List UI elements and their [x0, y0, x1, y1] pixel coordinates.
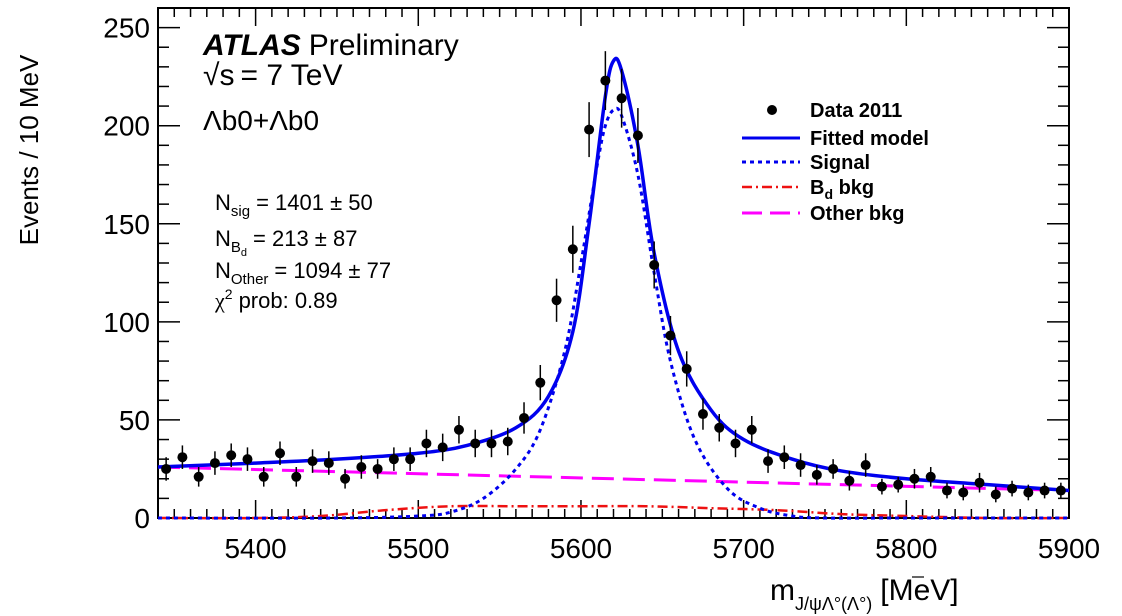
- x-tick-label: 5700: [712, 533, 774, 564]
- y-axis-label: Events / 10 MeV: [14, 54, 44, 245]
- data-point: [372, 463, 383, 474]
- y-tick-label: 0: [134, 503, 150, 534]
- data-point: [909, 473, 920, 484]
- data-point: [405, 454, 416, 465]
- data-point: [616, 93, 627, 104]
- data-point: [226, 450, 237, 461]
- data-point: [388, 454, 399, 465]
- data-point: [453, 424, 464, 435]
- data-point: [893, 479, 904, 490]
- data-point: [551, 295, 562, 306]
- data-point: [258, 471, 269, 482]
- data-point: [1007, 483, 1018, 494]
- fit-curves: [157, 56, 1070, 520]
- legend-marker-data: [767, 105, 777, 115]
- data-point: [779, 452, 790, 463]
- data-point: [307, 456, 318, 467]
- chi2-label: χ2 prob: 0.89: [214, 286, 338, 313]
- nsig-label: Nsig = 1401 ± 50: [215, 190, 373, 220]
- x-tick-label: 5800: [875, 533, 937, 564]
- axis-ticks: 5400 5500 5600 5700 5800 5900 0 50 100 150 200 250: [103, 7, 1100, 564]
- legend-label-bd: Bd bkg: [810, 177, 874, 202]
- data-point: [340, 473, 351, 484]
- data-point: [1055, 485, 1066, 496]
- y-tick-label: 150: [103, 209, 150, 240]
- x-tick-label: 5500: [387, 533, 449, 564]
- x-tick-label: 5600: [550, 533, 612, 564]
- data-point: [860, 460, 871, 471]
- legend: Data 2011 Fitted model Signal Bd bkg Oth…: [742, 100, 929, 225]
- data-point: [535, 377, 546, 388]
- data-point: [502, 436, 513, 447]
- nbd-label: NBd= 213 ± 87: [215, 226, 357, 259]
- experiment-label: ATLAS Preliminary: [202, 29, 459, 62]
- data-point: [600, 75, 611, 86]
- nother-label: NOther = 1094 ± 77: [215, 258, 391, 288]
- data-point: [632, 130, 643, 141]
- particle-label: Λb0+Λb0: [203, 105, 319, 136]
- data-point: [649, 259, 660, 270]
- data-point: [714, 422, 725, 433]
- legend-label-signal: Signal: [810, 152, 870, 174]
- data-point: [941, 485, 952, 496]
- data-point: [681, 363, 692, 374]
- x-tick-label: 5400: [224, 533, 286, 564]
- y-tick-label: 250: [103, 13, 150, 44]
- data-point: [665, 330, 676, 341]
- y-tick-label: 100: [103, 307, 150, 338]
- data-point: [421, 438, 432, 449]
- data-point: [795, 460, 806, 471]
- data-point: [763, 456, 774, 467]
- data-points: [161, 51, 1066, 503]
- data-point: [974, 477, 985, 488]
- curve-signal: [157, 106, 1069, 520]
- data-point: [567, 244, 578, 255]
- curve-other-bkg: [157, 465, 1070, 493]
- data-point: [291, 471, 302, 482]
- x-tick-label: 5900: [1038, 533, 1100, 564]
- data-point: [925, 471, 936, 482]
- data-point: [193, 471, 204, 482]
- data-point: [519, 412, 530, 423]
- data-point: [697, 409, 708, 420]
- data-point: [242, 454, 253, 465]
- data-point: [275, 448, 286, 459]
- legend-label-other: Other bkg: [810, 203, 904, 225]
- data-point: [470, 438, 481, 449]
- data-point: [811, 469, 822, 480]
- data-point: [828, 463, 839, 474]
- data-point: [958, 487, 969, 498]
- data-point: [209, 458, 220, 469]
- data-point: [356, 462, 367, 472]
- data-point: [730, 438, 741, 449]
- data-point: [486, 438, 497, 449]
- data-point: [876, 481, 887, 492]
- curve-b-d-bkg: [157, 504, 1070, 520]
- data-point: [177, 452, 188, 463]
- data-point: [1023, 487, 1034, 498]
- y-tick-label: 50: [119, 405, 150, 436]
- x-axis-label: mJ/ψΛ°(Λ°) [MeV]: [770, 574, 959, 614]
- curve-fitted-model: [157, 56, 1070, 493]
- data-point: [161, 463, 172, 474]
- legend-label-fit: Fitted model: [810, 128, 929, 150]
- energy-label: √s = 7 TeV: [203, 59, 343, 92]
- y-tick-label: 200: [103, 111, 150, 142]
- data-point: [1039, 485, 1050, 496]
- data-point: [584, 124, 595, 135]
- data-point: [746, 424, 757, 435]
- data-point: [844, 475, 855, 486]
- legend-label-data: Data 2011: [810, 100, 902, 122]
- data-point: [990, 489, 1001, 500]
- data-point: [437, 442, 448, 453]
- data-point: [323, 458, 334, 469]
